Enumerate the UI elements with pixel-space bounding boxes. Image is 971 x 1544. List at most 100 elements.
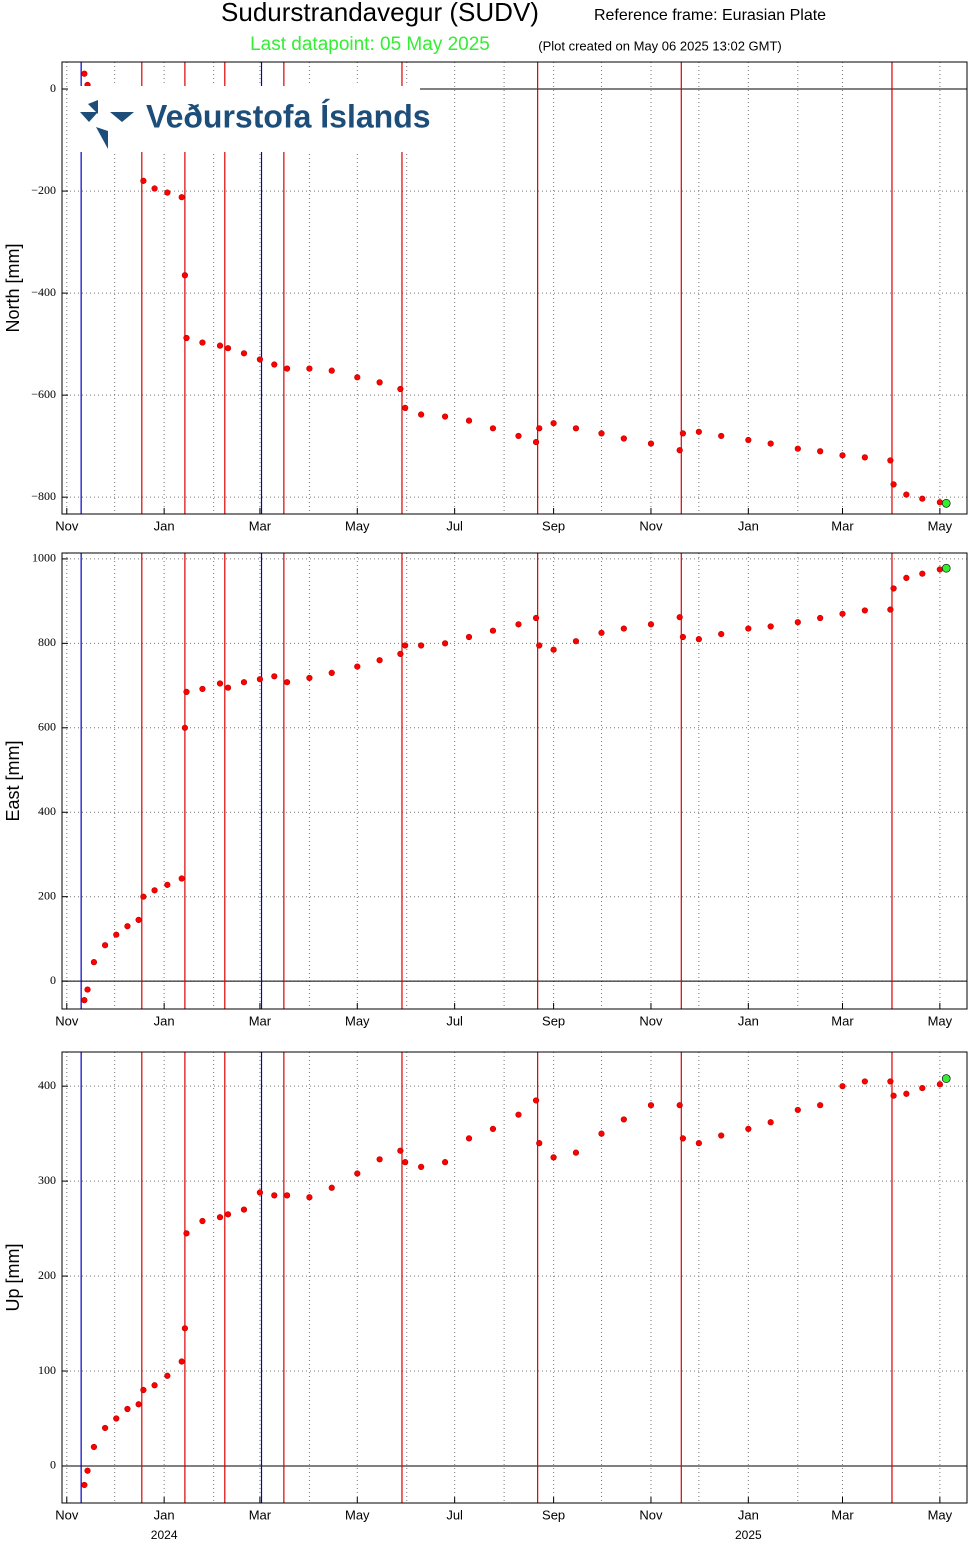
data-point (465, 633, 473, 641)
data-point (745, 625, 752, 632)
x-tick-label: May (928, 518, 953, 533)
y-tick-label: 0 (50, 81, 56, 95)
last-datapoint: Last datapoint: 05 May 2025 (250, 34, 490, 55)
data-point (240, 679, 248, 686)
data-point (183, 334, 190, 342)
data-point (794, 1106, 801, 1114)
data-point (84, 1467, 91, 1474)
data-point (887, 606, 894, 613)
data-point (767, 623, 774, 630)
data-point (465, 417, 473, 424)
data-point (354, 663, 361, 670)
reference-frame: Reference frame: Eurasian Plate (594, 7, 826, 24)
x-tick-label: May (928, 1507, 953, 1522)
data-point (101, 942, 109, 949)
data-point (515, 621, 522, 628)
data-point (183, 1230, 190, 1237)
data-point (224, 684, 232, 691)
data-point (718, 432, 725, 440)
data-point (676, 447, 683, 454)
data-point (572, 425, 580, 432)
data-point (620, 435, 627, 442)
data-point (271, 361, 278, 368)
data-point (718, 1132, 725, 1139)
data-point (135, 916, 142, 924)
data-point (489, 627, 497, 634)
data-point (839, 1083, 846, 1090)
x-tick-label: Sep (542, 1013, 565, 1028)
data-point (536, 1140, 543, 1147)
data-point (402, 1159, 409, 1166)
data-point (376, 379, 383, 386)
data-point (941, 498, 951, 508)
data-point (256, 1189, 264, 1196)
data-point (550, 420, 557, 427)
data-point (164, 881, 171, 888)
logo-icon (88, 100, 98, 114)
data-point (181, 724, 189, 731)
data-point (903, 491, 910, 498)
data-point (839, 610, 846, 617)
data-point (402, 404, 409, 411)
data-point (101, 1424, 109, 1432)
logo-icon (110, 112, 134, 122)
x-tick-label: Mar (831, 1507, 854, 1522)
data-point (306, 674, 313, 682)
data-point (489, 1125, 497, 1133)
data-point (817, 1102, 824, 1109)
data-point (376, 1156, 383, 1163)
data-point (550, 1154, 557, 1161)
data-point (181, 1325, 189, 1332)
data-point (647, 440, 655, 447)
data-point (817, 448, 824, 455)
data-point (767, 440, 774, 447)
data-point (124, 923, 131, 930)
data-point (890, 585, 897, 592)
data-point (113, 1415, 120, 1422)
data-point (532, 614, 540, 622)
data-point (794, 619, 801, 626)
x-tick-label: Jan (154, 518, 175, 533)
data-point (489, 425, 497, 432)
data-point (256, 356, 264, 363)
data-point (164, 189, 171, 196)
data-point (397, 1147, 404, 1154)
data-point (283, 679, 291, 686)
data-point (890, 481, 897, 488)
data-point (695, 1140, 702, 1147)
data-point (745, 1125, 752, 1133)
data-point (679, 633, 686, 641)
data-point (536, 425, 543, 432)
created: (Plot created on May 06 2025 13:02 GMT) (538, 38, 782, 53)
y-tick-label: 100 (38, 1363, 56, 1377)
logo: Veðurstofa Íslands (68, 86, 431, 152)
data-point (890, 1092, 897, 1099)
data-point (216, 342, 224, 349)
data-point (647, 621, 655, 628)
data-point (81, 1481, 88, 1489)
data-point (441, 413, 449, 420)
data-point (441, 1159, 449, 1166)
y-tick-label: 600 (38, 720, 56, 734)
data-point (903, 1090, 910, 1097)
data-point (936, 1081, 943, 1088)
data-point (140, 1386, 147, 1394)
plot-frame (61, 61, 968, 515)
data-point (679, 1135, 686, 1142)
data-point (240, 350, 248, 357)
data-point (283, 365, 291, 372)
data-point (695, 428, 702, 435)
data-point (572, 1149, 580, 1156)
y-tick-label: 200 (38, 1268, 56, 1282)
data-point (936, 499, 943, 506)
logo-bg (68, 86, 420, 152)
data-point (861, 1078, 868, 1085)
x-tick-label: May (345, 518, 370, 533)
data-point (271, 1192, 278, 1199)
data-point (199, 1217, 206, 1225)
x-tick-label: Jul (446, 1507, 463, 1522)
data-point (550, 646, 557, 653)
data-point (536, 642, 543, 649)
y-tick-label: −600 (31, 387, 56, 401)
